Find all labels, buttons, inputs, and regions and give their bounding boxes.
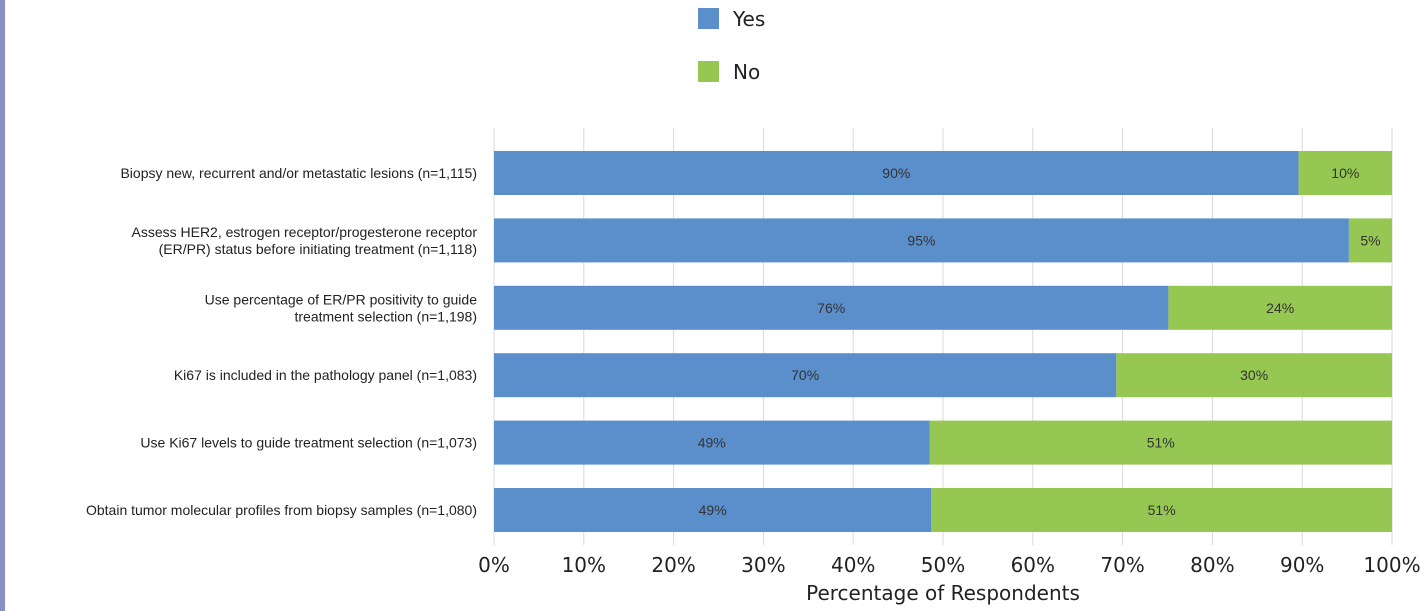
x-tick-label: 30% xyxy=(741,553,785,577)
bar-yes xyxy=(494,420,930,465)
bar-value-label: 49% xyxy=(699,502,727,518)
gridlines xyxy=(493,128,1393,545)
bar-no xyxy=(931,488,1392,532)
bar-no xyxy=(1168,285,1392,330)
bar-value-label: 24% xyxy=(1266,300,1294,316)
legend: Yes No xyxy=(698,7,765,84)
x-tick-label: 70% xyxy=(1100,553,1144,577)
bar-value-label: 49% xyxy=(698,435,726,451)
bar-no xyxy=(929,420,1392,465)
x-tick-label: 50% xyxy=(921,553,965,577)
bar-value-label: 70% xyxy=(791,367,819,383)
x-axis-ticks: 0% 10% 20% 30% 40% 50% 60% 70% 80% 90% 100% xyxy=(478,553,1420,577)
bar-no xyxy=(1348,218,1392,263)
bar-value-label: 30% xyxy=(1240,367,1268,383)
x-tick-label: 80% xyxy=(1190,553,1234,577)
bar-value-label: 90% xyxy=(882,165,910,181)
x-tick-label: 90% xyxy=(1280,553,1324,577)
x-tick-label: 60% xyxy=(1011,553,1055,577)
bar-value-label: 51% xyxy=(1148,502,1176,518)
legend-label-yes: Yes xyxy=(732,7,765,31)
category-label: Assess HER2, estrogen receptor/progester… xyxy=(131,224,477,257)
x-tick-label: 20% xyxy=(651,553,695,577)
category-label: Use percentage of ER/PR positivity to gu… xyxy=(205,291,478,324)
bar-value-label: 95% xyxy=(907,232,935,248)
bar-yes xyxy=(494,488,932,532)
x-tick-label: 40% xyxy=(831,553,875,577)
bar-value-label: 51% xyxy=(1147,435,1175,451)
x-tick-label: 0% xyxy=(478,553,510,577)
category-labels: Biopsy new, recurrent and/or metastatic … xyxy=(86,165,477,518)
category-label: Obtain tumor molecular profiles from bio… xyxy=(86,502,477,518)
bar-value-label: 5% xyxy=(1360,232,1380,248)
category-label: Use Ki67 levels to guide treatment selec… xyxy=(140,435,477,451)
category-label: Biopsy new, recurrent and/or metastatic … xyxy=(120,165,477,181)
bar-no xyxy=(1298,151,1392,195)
legend-swatch-no xyxy=(698,61,719,82)
bar-yes xyxy=(494,353,1117,398)
bar-yes xyxy=(494,285,1169,330)
x-tick-label: 10% xyxy=(562,553,606,577)
bar-no xyxy=(1116,353,1392,398)
bar-yes xyxy=(494,151,1299,195)
bar-yes xyxy=(494,218,1349,263)
x-axis-title: Percentage of Respondents xyxy=(806,581,1080,605)
bars: 90% 10% 95% 5% 76% 24% 70% 30% 49% 51% 49% 51% xyxy=(494,151,1392,532)
bar-value-label: 10% xyxy=(1331,165,1359,181)
legend-label-no: No xyxy=(733,60,760,84)
x-tick-label: 100% xyxy=(1363,553,1420,577)
category-label: Ki67 is included in the pathology panel … xyxy=(174,367,477,383)
bar-value-label: 76% xyxy=(817,300,845,316)
left-accent-strip xyxy=(0,0,5,611)
legend-swatch-yes xyxy=(698,8,719,29)
